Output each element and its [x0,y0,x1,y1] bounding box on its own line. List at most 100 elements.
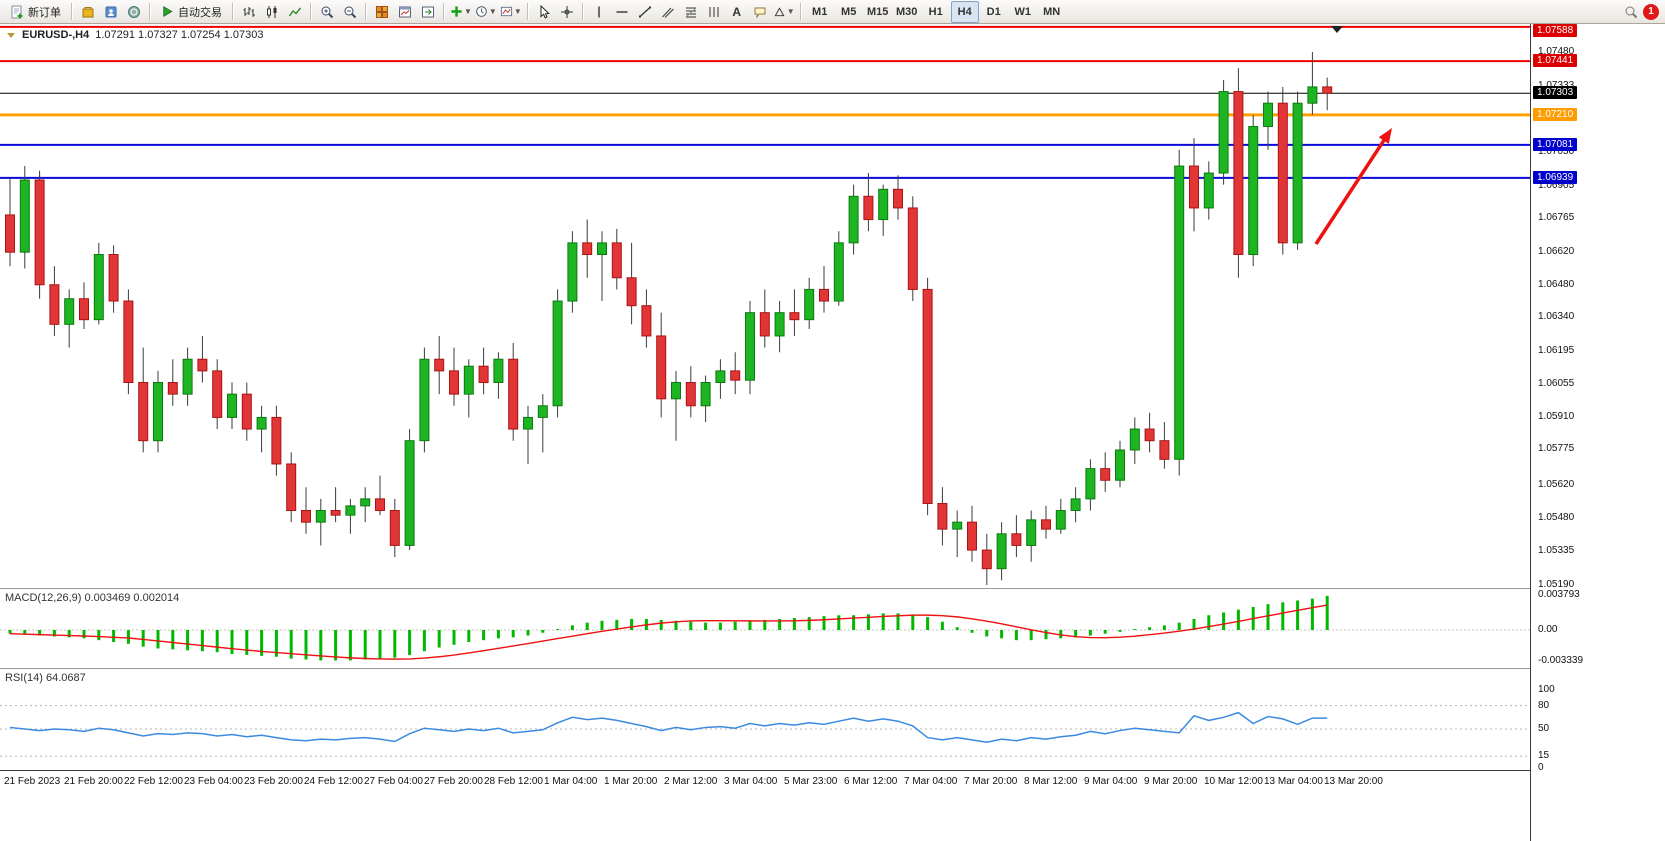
timeframe-button-d1[interactable]: D1 [986,5,1001,18]
price-axis-label: 1.06055 [1538,377,1575,389]
zoom-out-icon [344,6,357,18]
cycle-lines-button[interactable] [703,1,725,23]
arrange-windows-icon [399,6,411,17]
market-button[interactable] [77,1,99,23]
time-axis-label: 21 Feb 20:00 [64,776,123,787]
cursor-button[interactable] [533,1,555,23]
time-axis-label: 8 Mar 12:00 [1024,776,1078,787]
chart-shift-marker[interactable] [1331,26,1343,33]
toolbar-separator [310,3,312,20]
bear-candle [212,370,223,418]
timeframe-button-h1[interactable]: H1 [928,5,943,18]
rsi-canvas[interactable] [0,669,1530,770]
macd-label: MACD(12,26,9) 0.003469 0.002014 [5,592,180,604]
zoom-out-button[interactable] [339,1,361,23]
macd-axis-label: -0.003339 [1538,654,1584,666]
price-line-badge[interactable]: 1.07081 [1533,137,1578,151]
chart-title: EURUSD-,H4 1.07291 1.07327 1.07254 1.073… [6,29,263,41]
macd-axis-label: 0.00 [1538,624,1558,635]
macd-canvas[interactable] [0,589,1530,668]
rsi-axis-label: 15 [1538,750,1550,762]
price-line-badge[interactable]: 1.07441 [1533,54,1578,68]
zoom-in-button[interactable] [316,1,338,23]
bull-candle [774,312,785,337]
horizontal-line-button[interactable] [611,1,633,23]
templates-button[interactable]: ▼ [499,1,523,23]
price-line-badge[interactable]: 1.07210 [1533,107,1578,121]
indicators-button[interactable]: ▼ [449,1,473,23]
bear-candle [301,510,311,523]
shapes-button[interactable]: ▼ [772,1,796,23]
price-line-badge[interactable]: 1.06939 [1533,170,1578,184]
price-axis-label: 1.06765 [1538,212,1575,224]
bear-candle [5,214,15,253]
toolbar-separator [526,3,529,20]
tile-windows-button[interactable] [371,1,393,23]
chart-shift-icon [422,6,434,17]
timeframe-button-mn[interactable]: MN [1043,5,1061,18]
line-chart-button[interactable] [284,1,306,23]
bar-chart-button[interactable] [238,1,260,23]
notification-badge[interactable]: 1 [1643,3,1659,20]
bull-candle [537,405,548,418]
bear-candle [967,521,977,551]
new-order-button[interactable]: 新订单 [4,1,67,23]
panel-splitter[interactable] [0,588,1665,589]
vertical-line-icon [598,6,600,17]
time-axis[interactable]: 21 Feb 2023 21 Feb 20:00 22 Feb 12:00 23 Fe… [0,770,1530,793]
bull-candle [597,242,607,255]
bear-candle [123,300,134,384]
timeframe-button-h4[interactable]: H4 [950,0,979,23]
price-axis[interactable]: 1.074801.073331.071901.070501.069051.067… [1530,24,1665,841]
bear-candle [863,195,874,221]
symbol-dropdown-icon[interactable] [6,30,16,40]
price-line-badge[interactable]: 1.07588 [1533,24,1578,37]
panel-splitter[interactable] [0,668,1665,669]
chart-shift-button[interactable] [417,1,439,23]
main-toolbar: 新订单 自动交易 [0,0,1665,24]
community-button[interactable] [123,1,145,23]
rsi-panel: RSI(14) 64.0687 [0,669,1530,770]
toolbar-separator [365,3,367,20]
line-chart-icon [288,7,302,16]
time-axis-label: 5 Mar 23:00 [784,776,838,787]
timeframe-button-m30[interactable]: M30 [895,5,918,18]
bull-candle [1218,91,1229,174]
trendline-button[interactable] [634,1,656,23]
price-axis-label: 1.05335 [1538,545,1575,557]
search-icon [1625,6,1638,18]
periods-button[interactable]: ▼ [474,1,498,23]
search-button[interactable] [1620,1,1642,23]
price-line-badge[interactable]: 1.07303 [1533,86,1578,100]
price-axis-label: 1.06905 [1538,179,1575,191]
chart-workspace: EURUSD-,H4 1.07291 1.07327 1.07254 1.073… [0,24,1665,841]
main-chart-canvas[interactable] [0,24,1530,588]
trend-arrow-head[interactable] [1378,128,1392,144]
channel-button[interactable] [657,1,679,23]
trend-arrow-line[interactable] [1314,136,1388,245]
cursor-icon [540,4,550,18]
price-axis-label: 1.05775 [1538,442,1575,454]
price-axis-label: 1.06620 [1538,246,1575,258]
bear-candle [656,335,667,400]
arrange-windows-button[interactable] [394,1,416,23]
text-label-button[interactable] [749,1,771,23]
timeframe-button-w1[interactable]: W1 [1014,5,1031,18]
signals-button[interactable] [100,1,122,23]
vertical-line-button[interactable] [588,1,610,23]
timeframe-button-m15[interactable]: M15 [866,5,889,18]
text-button[interactable]: A [726,1,748,23]
autotrade-label: 自动交易 [178,6,222,19]
bear-candle [1144,428,1155,442]
fibonacci-button[interactable] [680,1,702,23]
time-axis-label: 1 Mar 04:00 [544,776,598,787]
dropdown-caret: ▼ [488,7,497,16]
timeframe-button-m1[interactable]: M1 [812,5,828,18]
candlestick-button[interactable] [261,1,283,23]
autotrade-button[interactable]: 自动交易 [155,1,228,23]
timeframe-button-m5[interactable]: M5 [841,5,857,18]
crosshair-button[interactable] [556,1,578,23]
market-icon [82,6,94,17]
text-tool-glyph: A [732,4,742,19]
crosshair-icon [560,5,573,18]
